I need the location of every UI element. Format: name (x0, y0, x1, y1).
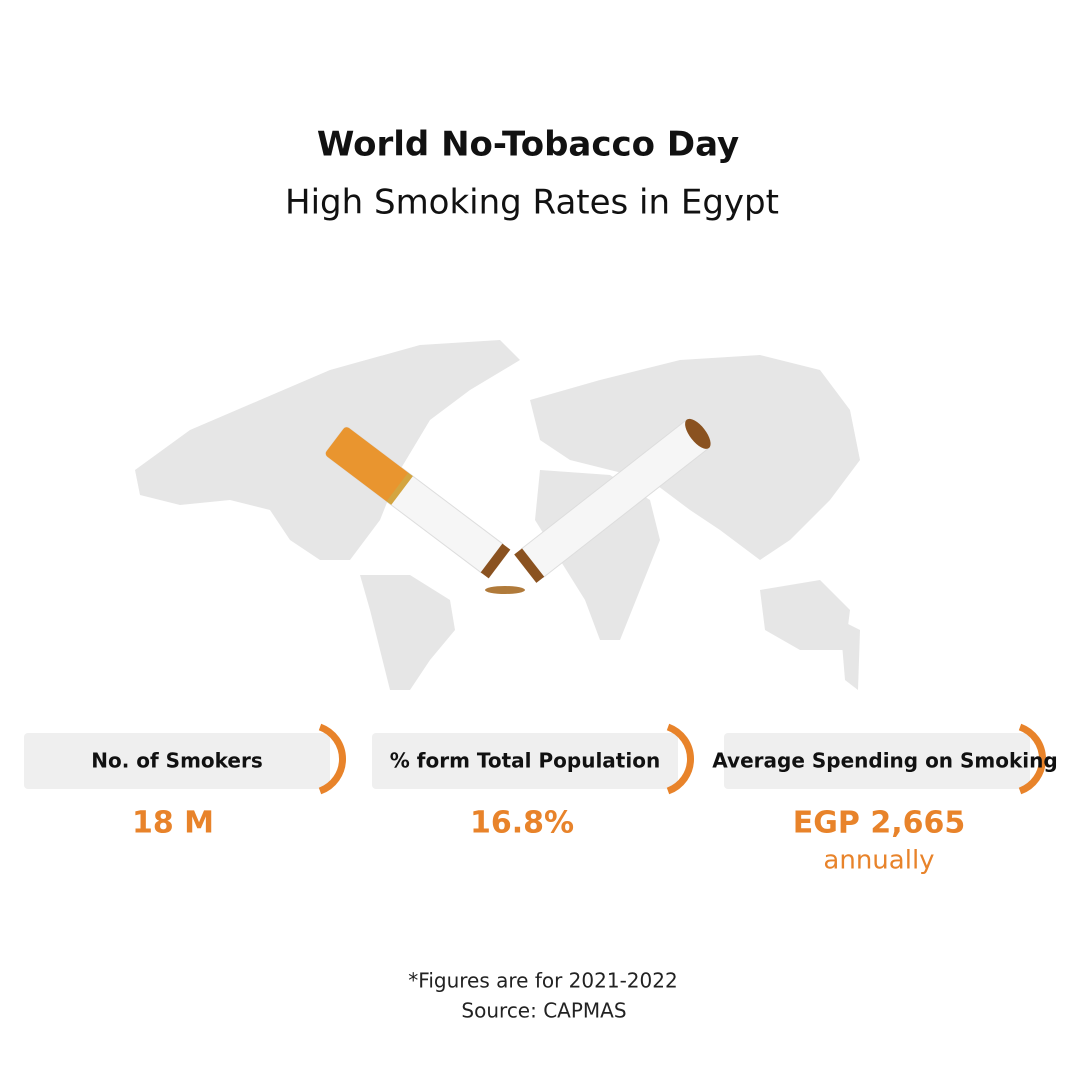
source: Source: CAPMAS (461, 999, 626, 1023)
stat-card: % form Total Population 16.8% (372, 723, 695, 841)
broken-cigarette (325, 418, 711, 594)
stat-card: No. of Smokers 18 M (24, 723, 347, 841)
title: World No-Tobacco Day (317, 125, 739, 165)
stat-value: 18 M (132, 806, 214, 841)
stat-label: No. of Smokers (91, 749, 263, 773)
subtitle: High Smoking Rates in Egypt (285, 183, 779, 223)
stat-card: Average Spending on Smoking EGP 2,665 an… (712, 723, 1058, 876)
footnote: *Figures are for 2021-2022 (408, 969, 677, 993)
stat-label: Average Spending on Smoking (712, 749, 1057, 773)
stat-value: EGP 2,665 (793, 806, 965, 841)
stat-label: % form Total Population (390, 749, 660, 773)
stat-note: annually (823, 846, 934, 876)
stat-value: 16.8% (470, 806, 574, 841)
